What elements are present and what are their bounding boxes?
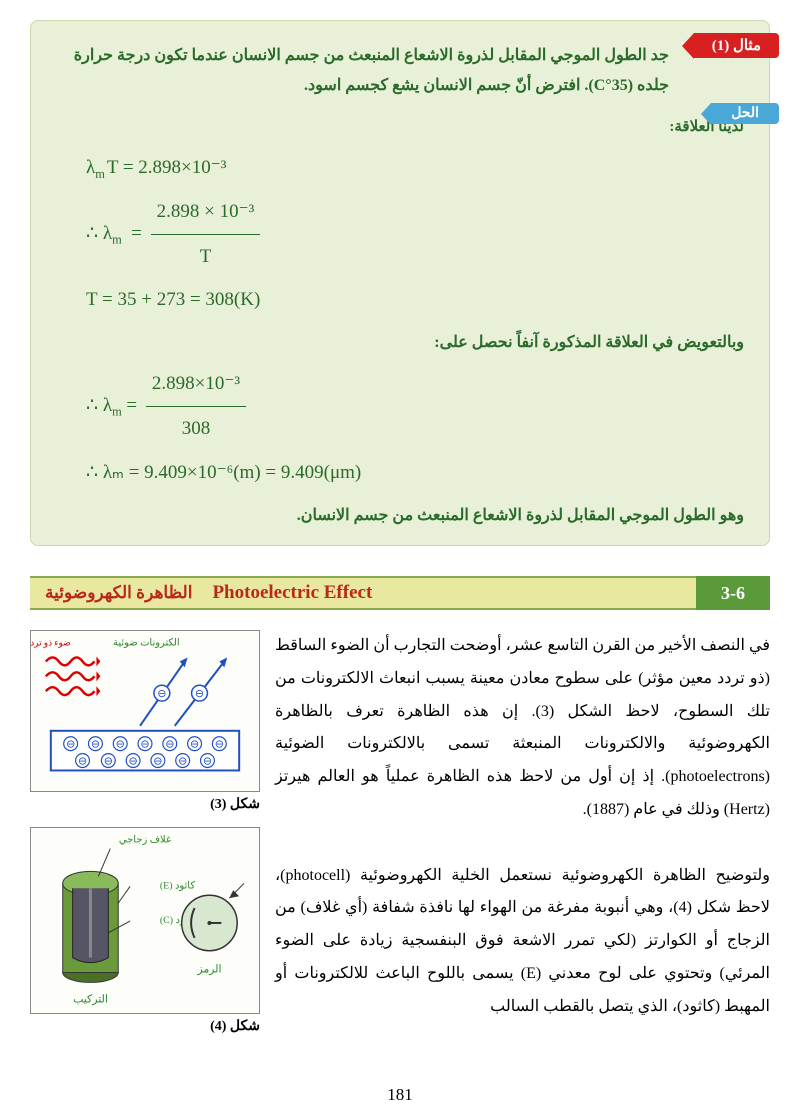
eq5: ∴ λₘ = 9.409×10⁻⁶(m) = 9.409(μm): [86, 453, 749, 493]
content-row: في النصف الأخير من القرن التاسع عشر، أوض…: [30, 630, 770, 1039]
svg-text:⊖: ⊖: [153, 756, 162, 768]
eq3: T = 35 + 273 = 308(K): [86, 280, 749, 320]
svg-text:⊖: ⊖: [165, 739, 174, 751]
section-number: 3-6: [696, 576, 770, 610]
section-header: 3-6 الظاهرة الكهروضوئية Photoelectric Ef…: [30, 576, 770, 610]
svg-text:التركيب: التركيب: [73, 993, 108, 1005]
svg-text:⊖: ⊖: [104, 756, 113, 768]
svg-text:ضوء ذو تردد معين مؤثر: ضوء ذو تردد معين مؤثر: [31, 638, 71, 649]
svg-text:كاثود (E): كاثود (E): [160, 880, 195, 891]
svg-text:⊖: ⊖: [195, 688, 204, 700]
eq1: λmT = 2.898×10⁻³: [86, 148, 749, 188]
figure-3: الكترونات ضوئية ضوء ذو تردد معين مؤثر ⊖: [30, 630, 260, 817]
figure-3-svg: الكترونات ضوئية ضوء ذو تردد معين مؤثر ⊖: [31, 631, 259, 786]
eq4: ∴ λm = 2.898×10⁻³308: [86, 364, 749, 449]
body-paragraph: في النصف الأخير من القرن التاسع عشر، أوض…: [275, 630, 770, 1039]
svg-text:⊖: ⊖: [157, 688, 166, 700]
equations-block-1: λmT = 2.898×10⁻³ ∴ λm = 2.898 × 10⁻³T T …: [86, 148, 749, 321]
example-tag: مثال (1): [694, 33, 779, 58]
svg-text:⊖: ⊖: [129, 756, 138, 768]
figures-column: الكترونات ضوئية ضوء ذو تردد معين مؤثر ⊖: [30, 630, 260, 1039]
page-number: 181: [0, 1085, 800, 1105]
section-title-bar: الظاهرة الكهروضوئية Photoelectric Effect: [30, 576, 696, 610]
figure-4: غلاف زجاجي كاثود (E) أنود (C) التركيب: [30, 827, 260, 1039]
svg-text:⊖: ⊖: [140, 739, 149, 751]
figure-4-caption: شكل (4): [30, 1018, 260, 1035]
relation-label: لدينا العلاقة:: [51, 117, 744, 136]
svg-text:غلاف زجاجي: غلاف زجاجي: [119, 835, 171, 846]
example-box: مثال (1) جد الطول الموجي المقابل لذروة ا…: [30, 20, 770, 546]
substitution-text: وبالتعويض في العلاقة المذكورة آنفاً نحصل…: [56, 332, 744, 352]
figure-4-svg: غلاف زجاجي كاثود (E) أنود (C) التركيب: [31, 828, 259, 1008]
svg-text:⊖: ⊖: [215, 739, 224, 751]
svg-text:⊖: ⊖: [78, 756, 87, 768]
conclusion-text: وهو الطول الموجي المقابل لذروة الاشعاع ا…: [56, 505, 744, 525]
eq2: ∴ λm = 2.898 × 10⁻³T: [86, 192, 749, 277]
solution-tag: الحل: [711, 103, 779, 124]
svg-text:⊖: ⊖: [178, 756, 187, 768]
equations-block-2: ∴ λm = 2.898×10⁻³308 ∴ λₘ = 9.409×10⁻⁶(m…: [86, 364, 749, 493]
section-title-en: Photoelectric Effect: [212, 582, 372, 604]
section-title-ar: الظاهرة الكهروضوئية: [45, 583, 192, 603]
figure-3-caption: شكل (3): [30, 796, 260, 813]
svg-text:⊖: ⊖: [66, 739, 75, 751]
svg-text:⊖: ⊖: [91, 739, 100, 751]
svg-text:⊖: ⊖: [203, 756, 212, 768]
problem-text: جد الطول الموجي المقابل لذروة الاشعاع ال…: [51, 41, 669, 102]
svg-text:⊖: ⊖: [116, 739, 125, 751]
svg-text:⊖: ⊖: [190, 739, 199, 751]
svg-text:الكترونات ضوئية: الكترونات ضوئية: [113, 638, 180, 649]
svg-text:الرمز: الرمز: [196, 964, 221, 976]
